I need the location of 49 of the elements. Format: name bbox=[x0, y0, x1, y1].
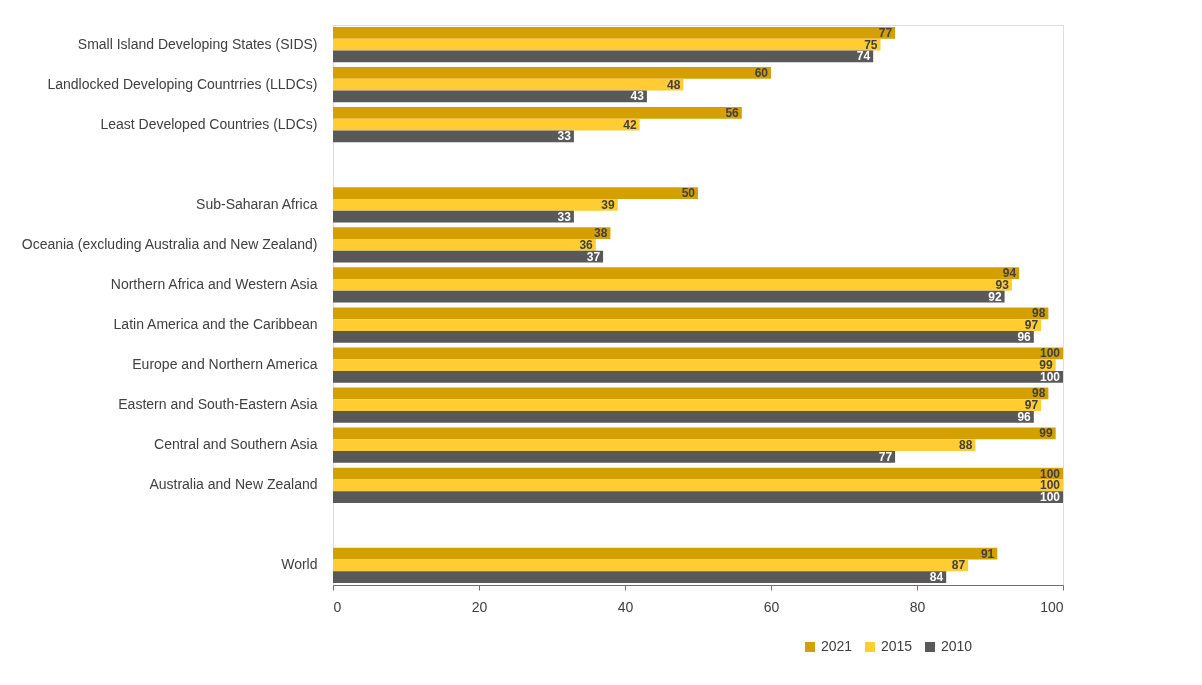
data-label: 36 bbox=[579, 237, 594, 252]
data-label: 100 bbox=[1039, 490, 1061, 505]
y-tick-label: Europe and Northern America bbox=[132, 356, 318, 373]
data-label: 37 bbox=[586, 249, 601, 264]
x-tick-label: 100 bbox=[1040, 598, 1064, 615]
data-label: 98 bbox=[1032, 386, 1046, 401]
data-label: 48 bbox=[667, 77, 681, 92]
y-tick-label: Eastern and South-Eastern Asia bbox=[118, 396, 318, 413]
data-label: 100 bbox=[1039, 466, 1061, 481]
data-label: 74 bbox=[856, 49, 871, 64]
data-label: 98 bbox=[1032, 306, 1046, 321]
y-tick-label: Landlocked Developing Countrries (LLDCs) bbox=[47, 75, 318, 92]
data-label: 84 bbox=[929, 570, 944, 585]
legend-label: 2015 bbox=[881, 638, 913, 654]
data-label: 39 bbox=[601, 197, 616, 212]
legend-label: 2010 bbox=[941, 638, 973, 654]
y-tick-label: Central and Southern Asia bbox=[154, 436, 318, 453]
x-tick-label: 0 bbox=[333, 598, 342, 615]
data-label: 99 bbox=[1039, 426, 1054, 441]
data-label: 43 bbox=[630, 89, 645, 104]
data-label: 100 bbox=[1039, 346, 1061, 361]
data-label: 38 bbox=[594, 226, 608, 241]
x-tick-label: 80 bbox=[909, 598, 926, 615]
data-label: 33 bbox=[557, 209, 572, 224]
data-label: 77 bbox=[878, 449, 893, 464]
y-tick-label: Oceania (excluding Australia and New Zealand) bbox=[21, 235, 318, 252]
y-tick-label: Northern Africa and Western Asia bbox=[110, 275, 318, 292]
y-tick-label: Australia and New Zealand bbox=[149, 476, 318, 493]
data-label: 88 bbox=[959, 438, 973, 453]
data-label: 56 bbox=[725, 105, 740, 120]
x-tick-label: 60 bbox=[763, 598, 780, 615]
data-label: 91 bbox=[980, 546, 995, 561]
legend-label: 2021 bbox=[821, 638, 853, 654]
data-label: 77 bbox=[878, 25, 893, 40]
x-tick-label: 20 bbox=[471, 598, 488, 615]
data-label: 92 bbox=[988, 289, 1002, 304]
y-tick-label: Least Developed Countries (LDCs) bbox=[100, 115, 318, 132]
y-tick-label: Latin America and the Caribbean bbox=[113, 316, 318, 333]
data-label: 100 bbox=[1039, 478, 1061, 493]
data-label: 75 bbox=[864, 37, 878, 52]
y-tick-label: Sub-Saharan Africa bbox=[196, 195, 318, 212]
y-tick-label: World bbox=[281, 556, 318, 573]
data-label: 87 bbox=[951, 558, 966, 573]
data-label: 42 bbox=[623, 117, 637, 132]
x-tick-label: 40 bbox=[617, 598, 634, 615]
y-tick-label: Small Island Developing States (SIDS) bbox=[77, 35, 318, 52]
data-label: 60 bbox=[754, 65, 769, 80]
data-label: 50 bbox=[681, 186, 696, 201]
data-label: 33 bbox=[557, 129, 572, 144]
